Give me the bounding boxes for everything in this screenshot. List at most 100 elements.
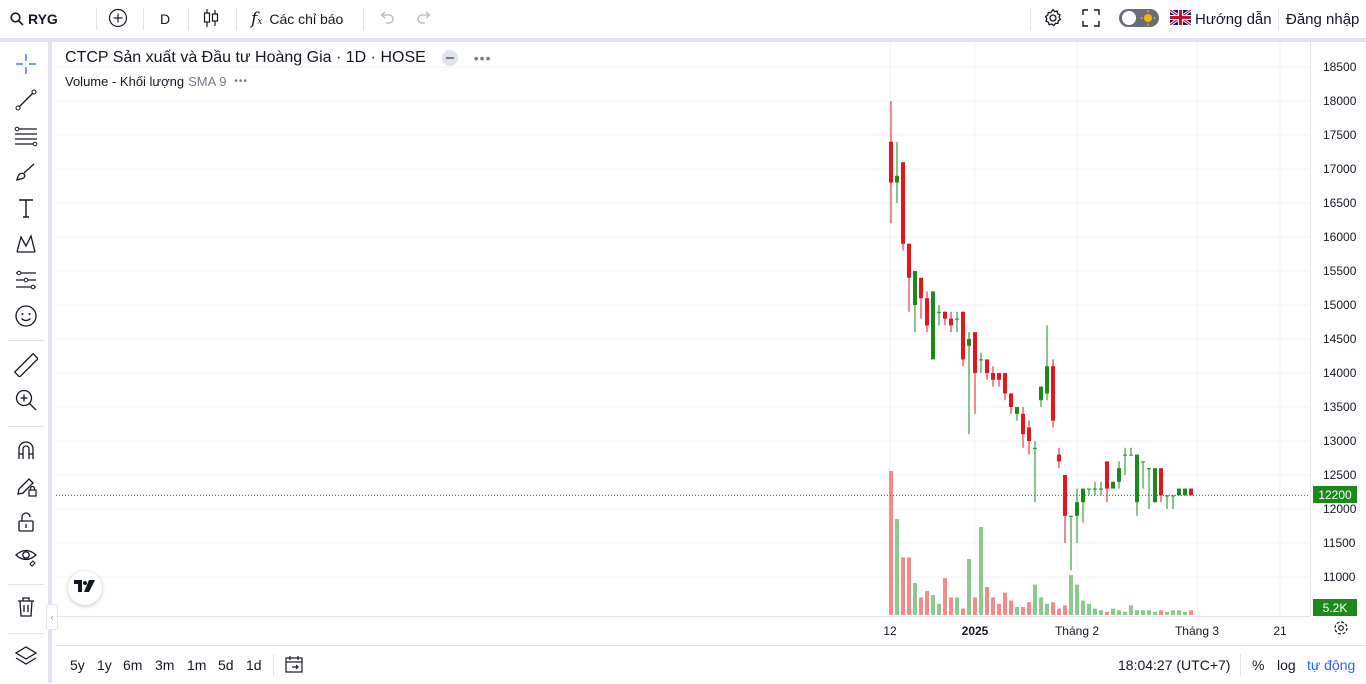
ruler-tool[interactable]: [12, 352, 40, 381]
range-3m[interactable]: 3m: [155, 646, 174, 684]
volume-bar: [1117, 610, 1121, 615]
candle-body: [925, 298, 929, 326]
timezone-button[interactable]: 18:04:27 (UTC+7): [1118, 646, 1230, 684]
range-label: 6m: [123, 657, 143, 673]
volume-bar: [937, 603, 941, 615]
crosshair-tool[interactable]: [12, 52, 40, 80]
volume-bar: [1183, 611, 1187, 615]
chart-type-button[interactable]: [202, 0, 220, 38]
range-label: 5d: [218, 657, 234, 673]
volume-bar: [1153, 611, 1157, 615]
minus-icon: [445, 57, 454, 59]
brush-tool[interactable]: [12, 160, 40, 188]
emoji-tool[interactable]: [12, 304, 40, 332]
volume-bar: [1021, 607, 1025, 615]
volume-bar: [913, 583, 917, 615]
prediction-tool[interactable]: [12, 268, 40, 296]
axis-settings-button[interactable]: [1332, 620, 1350, 639]
last-price-badge: 12200: [1313, 486, 1357, 503]
candle-body: [1129, 454, 1133, 456]
chart-pane[interactable]: [56, 42, 1310, 616]
price-tick-label: 16000: [1323, 230, 1357, 244]
range-5y[interactable]: 5y: [70, 646, 85, 684]
horizontal-lines-icon: [14, 124, 38, 153]
last-volume-value: 5.2K: [1322, 600, 1348, 615]
fib-tool[interactable]: [12, 124, 40, 152]
trendline-tool[interactable]: [12, 88, 40, 116]
volume-bar: [1027, 602, 1031, 615]
range-label: 1d: [246, 657, 262, 673]
object-tree-tool[interactable]: [12, 644, 40, 672]
symbol-search[interactable]: RYG: [10, 0, 58, 38]
compare-button[interactable]: [108, 0, 128, 38]
candle-body: [901, 162, 905, 244]
time-axis[interactable]: 12 2025 Tháng 2 Tháng 3 21: [56, 616, 1310, 645]
range-6m[interactable]: 6m: [123, 646, 142, 684]
price-tick-label: 13500: [1323, 400, 1357, 414]
percent-toggle[interactable]: %: [1252, 646, 1264, 684]
volume-bar: [1069, 575, 1073, 615]
candle-body: [1177, 488, 1181, 496]
trash-icon: [14, 595, 38, 624]
volume-bar: [889, 471, 893, 615]
log-toggle[interactable]: log: [1277, 646, 1296, 684]
crosshair-icon: [14, 52, 38, 81]
interval-button[interactable]: D: [160, 0, 170, 38]
bottom-toolbar: 5y 1y 6m 3m 1m 5d 1d 18:04:27 (UTC+7) % …: [56, 645, 1366, 684]
tradingview-logo[interactable]: [68, 571, 102, 605]
fullscreen-button[interactable]: [1082, 0, 1100, 38]
lock-icon: [14, 510, 38, 539]
undo-button[interactable]: [378, 0, 396, 38]
candle-body: [1009, 393, 1013, 407]
drawing-mode-tool[interactable]: [12, 474, 40, 502]
volume-bar: [1159, 610, 1163, 615]
volume-bar: [949, 597, 953, 615]
hide-series-button[interactable]: [441, 50, 458, 66]
login-button[interactable]: Đăng nhập: [1286, 0, 1359, 38]
redo-button[interactable]: [415, 0, 433, 38]
price-tick-label: 11500: [1323, 536, 1356, 550]
range-label: 3m: [155, 657, 175, 673]
last-price-value: 12200: [1318, 487, 1352, 502]
collapse-toolbar-button[interactable]: ‹: [46, 604, 58, 630]
volume-bar: [1129, 605, 1133, 615]
indicators-button[interactable]: fx Các chỉ báo: [251, 0, 343, 38]
magnet-tool[interactable]: [12, 438, 40, 466]
search-icon: [10, 12, 24, 26]
goto-date-button[interactable]: [284, 646, 304, 684]
range-1y[interactable]: 1y: [97, 646, 112, 684]
volume-bar: [907, 557, 911, 615]
lock-tool[interactable]: [12, 510, 40, 538]
candle-body: [967, 339, 971, 346]
volume-bar: [1171, 610, 1175, 615]
settings-button[interactable]: [1043, 0, 1063, 38]
volume-more-icon[interactable]: •••: [234, 76, 248, 87]
indicators-label: Các chỉ báo: [269, 11, 344, 27]
volume-bar: [1135, 610, 1139, 615]
guide-link[interactable]: Hướng dẫn: [1169, 0, 1272, 38]
pattern-tool[interactable]: [12, 232, 40, 260]
log-label: log: [1277, 657, 1296, 673]
range-5d[interactable]: 5d: [218, 646, 234, 684]
time-tick-label: 2025: [961, 624, 989, 638]
volume-bar: [1123, 611, 1127, 615]
zoom-tool[interactable]: [12, 388, 40, 416]
visibility-tool[interactable]: [12, 544, 40, 572]
candle-body: [1153, 468, 1157, 503]
more-options-icon[interactable]: •••: [473, 50, 492, 66]
range-1d[interactable]: 1d: [246, 646, 262, 684]
time-tick-label: 21: [1273, 624, 1287, 638]
candle-body: [991, 373, 995, 380]
candle-body: [943, 311, 947, 319]
range-1m[interactable]: 1m: [187, 646, 206, 684]
theme-toggle[interactable]: [1118, 0, 1160, 38]
candle-body: [985, 359, 989, 373]
drawing-toolbar: [0, 42, 52, 683]
volume-bar: [1003, 592, 1007, 615]
auto-scale-toggle[interactable]: tự động: [1307, 646, 1355, 684]
volume-bar: [1165, 611, 1169, 615]
price-axis[interactable]: 18500 18000 17500 17000 16500 16000 15500 15000…: [1310, 42, 1366, 616]
volume-bar: [979, 527, 983, 615]
text-tool[interactable]: [12, 196, 40, 224]
delete-tool[interactable]: [12, 595, 40, 623]
